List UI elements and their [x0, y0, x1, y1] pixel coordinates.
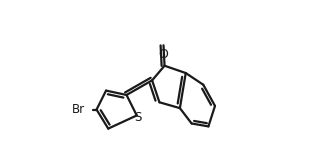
Text: O: O — [159, 48, 168, 61]
Text: S: S — [135, 111, 142, 124]
Text: Br: Br — [72, 103, 85, 116]
